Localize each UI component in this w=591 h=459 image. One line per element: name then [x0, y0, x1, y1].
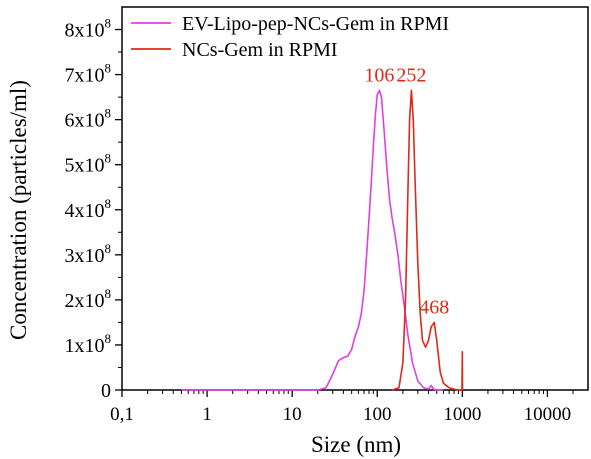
y-tick-label-base: 5x10	[65, 155, 105, 177]
series-line-1	[181, 89, 444, 391]
legend-label-2: NCs-Gem in RPMI	[182, 39, 338, 61]
y-tick-label-base: 1x10	[65, 335, 105, 357]
x-tick-label: 10000	[524, 404, 572, 425]
y-tick-label: 3x108	[65, 241, 112, 267]
y-tick-label-exponent: 8	[105, 106, 112, 121]
y-tick-label-exponent: 8	[105, 151, 112, 166]
y-axis-label: Concentration (particles/ml)	[6, 80, 31, 340]
x-tick-label: 1	[202, 404, 212, 425]
peak-label: 252	[396, 64, 426, 86]
y-tick-label: 7x108	[65, 61, 112, 87]
series-line-2	[391, 89, 464, 391]
x-tick-label: 1000	[443, 404, 481, 425]
y-tick-label-base: 8x10	[65, 20, 105, 42]
y-tick-label: 6x108	[65, 106, 112, 132]
y-tick-label-exponent: 8	[105, 286, 112, 301]
plot-area: 0,1 1 10 100 1000 1000001x1082x1083x1084x1085…	[65, 6, 589, 425]
x-tick-label: 0,1	[110, 404, 134, 425]
y-tick-label: 4x108	[65, 196, 112, 222]
y-tick-label-exponent: 8	[105, 16, 112, 31]
y-tick-label-exponent: 8	[105, 241, 112, 256]
x-tick-label: 10	[283, 404, 302, 425]
y-axis-label-group: Concentration (particles/ml)	[6, 80, 31, 340]
y-tick-label: 2x108	[65, 286, 112, 312]
legend-label-1: EV-Lipo-pep-NCs-Gem in RPMI	[182, 13, 449, 35]
y-tick-label-base: 4x10	[65, 200, 105, 222]
peak-label: 106	[364, 64, 394, 86]
x-axis-label: Size (nm)	[311, 432, 401, 457]
y-tick-label: 0	[101, 380, 111, 402]
y-tick-label-base: 6x10	[65, 110, 105, 132]
plot-frame	[121, 6, 589, 391]
y-tick-label-base: 3x10	[65, 245, 105, 267]
y-tick-label-base: 7x10	[65, 65, 105, 87]
y-tick-label: 1x108	[65, 331, 112, 357]
y-tick-label: 5x108	[65, 151, 112, 177]
y-tick-label-base: 0	[101, 380, 111, 402]
x-tick-label: 100	[363, 404, 392, 425]
y-tick-label-exponent: 8	[105, 61, 112, 76]
peak-label: 468	[419, 296, 449, 318]
y-tick-label-exponent: 8	[105, 196, 112, 211]
y-tick-label-exponent: 8	[105, 331, 112, 346]
y-tick-label-base: 2x10	[65, 290, 105, 312]
y-tick-label: 8x108	[65, 16, 112, 42]
